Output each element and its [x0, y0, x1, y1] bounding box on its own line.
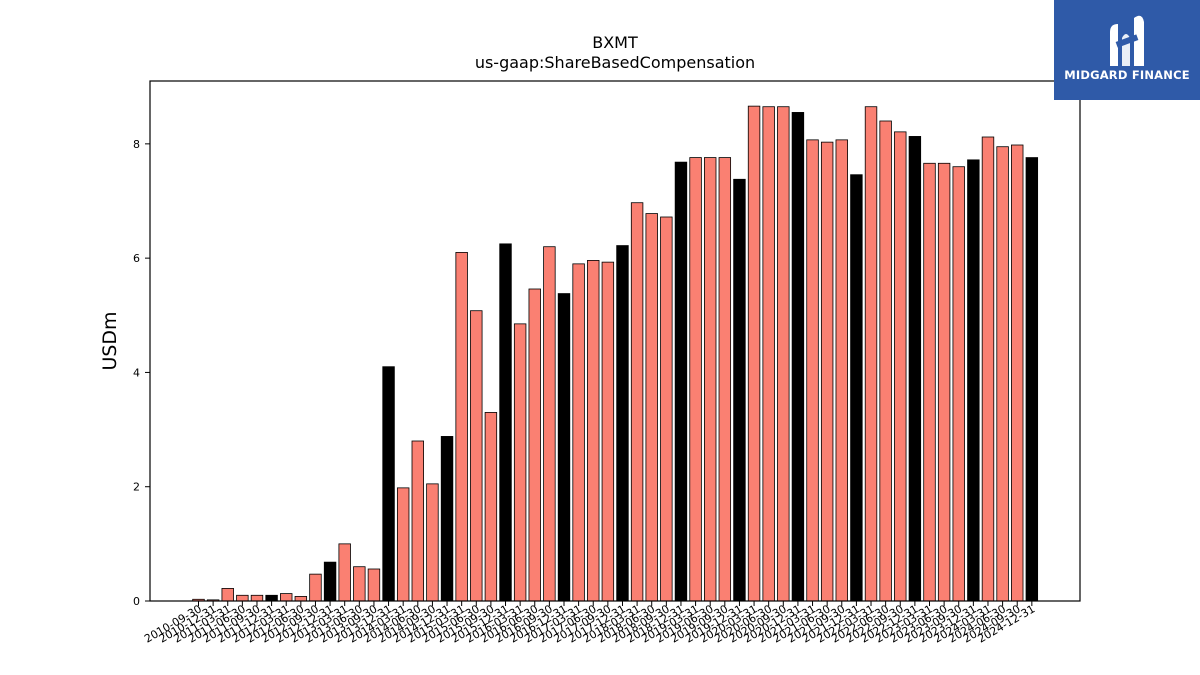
chart-title: BXMT [592, 33, 638, 52]
bar-2021-03-31 [806, 139, 819, 602]
bar-2024-03-31 [981, 136, 995, 602]
bar-2024-06-30 [996, 146, 1009, 602]
bars-group [192, 105, 1039, 602]
bar-2019-09-30 [718, 157, 732, 602]
bar-2016-06-30 [528, 288, 541, 602]
bar-2020-12-31 [791, 112, 805, 602]
bar-2023-06-30 [937, 162, 951, 602]
bar-2016-09-30 [543, 246, 556, 602]
y-tick-label: 6 [133, 252, 140, 265]
y-tick-label: 2 [133, 481, 140, 494]
bar-2024-09-30 [1011, 144, 1024, 602]
bar-2015-09-30 [484, 412, 498, 602]
bar-2012-03-31 [280, 593, 293, 602]
y-axis-ticks: 0 2 4 6 8 [133, 138, 150, 608]
bar-2013-03-31 [338, 543, 351, 602]
bar-2017-03-31 [572, 263, 585, 602]
bar-2016-03-31 [513, 323, 527, 602]
bar-2011-09-30 [250, 594, 264, 602]
bar-2022-09-30 [894, 131, 907, 602]
bar-2013-09-30 [367, 568, 381, 602]
bar-2014-09-30 [426, 483, 439, 602]
bar-2021-09-30 [835, 139, 848, 602]
bar-2022-12-31 [908, 136, 922, 602]
bar-2019-06-30 [704, 157, 717, 602]
bar-2019-03-31 [689, 157, 702, 602]
bar-2022-03-31 [864, 106, 878, 602]
bar-2015-06-30 [470, 310, 483, 602]
bar-2018-03-31 [630, 202, 644, 602]
bar-2018-12-31 [674, 161, 688, 602]
bar-2015-12-31 [499, 243, 512, 602]
bar-2018-09-30 [660, 216, 673, 602]
y-tick-label: 8 [133, 138, 140, 151]
bar-2020-09-30 [777, 106, 790, 602]
x-axis-ticks: 2010-09-302010-12-312011-03-312011-06-30… [142, 601, 1037, 646]
bar-2014-12-31 [440, 436, 454, 602]
bar-2011-06-30 [236, 594, 249, 602]
bar-2017-09-30 [601, 261, 615, 602]
bar-2017-12-31 [616, 245, 629, 602]
bar-2023-12-31 [967, 159, 980, 602]
bar-2018-06-30 [645, 213, 658, 602]
plot-frame [149, 80, 1081, 602]
bar-2014-03-31 [396, 487, 410, 602]
bar-2015-03-31 [455, 252, 468, 602]
bar-2023-09-30 [952, 166, 965, 602]
bar-2020-03-31 [747, 105, 761, 602]
y-axis-label: USDm [99, 311, 121, 370]
bar-2023-03-31 [923, 162, 936, 602]
bar-2011-12-31 [265, 594, 278, 602]
bar-2021-12-31 [850, 174, 863, 602]
bar-2011-03-31 [221, 588, 234, 602]
bar-2019-12-31 [733, 178, 746, 602]
bar-2014-06-30 [411, 440, 425, 602]
bar-2024-12-31 [1025, 157, 1039, 602]
bar-2012-09-30 [309, 573, 322, 602]
chart-subtitle: us-gaap:ShareBasedCompensation [475, 53, 755, 72]
bar-2012-06-30 [294, 596, 308, 602]
y-tick-label: 4 [133, 366, 140, 379]
bar-2013-12-31 [382, 366, 395, 602]
bar-2022-06-30 [879, 120, 892, 602]
bar-2013-06-30 [353, 566, 366, 602]
midgard-m-icon [1110, 15, 1144, 66]
bar-2016-12-31 [557, 293, 571, 602]
logo-text: MIDGARD FINANCE [1064, 68, 1190, 82]
brand-logo: MIDGARD FINANCE [1054, 0, 1200, 100]
bar-2012-12-31 [323, 561, 337, 602]
y-tick-label: 0 [133, 595, 140, 608]
bar-2017-06-30 [587, 260, 600, 602]
bar-2021-06-30 [820, 141, 834, 602]
bar-2020-06-30 [762, 106, 775, 602]
